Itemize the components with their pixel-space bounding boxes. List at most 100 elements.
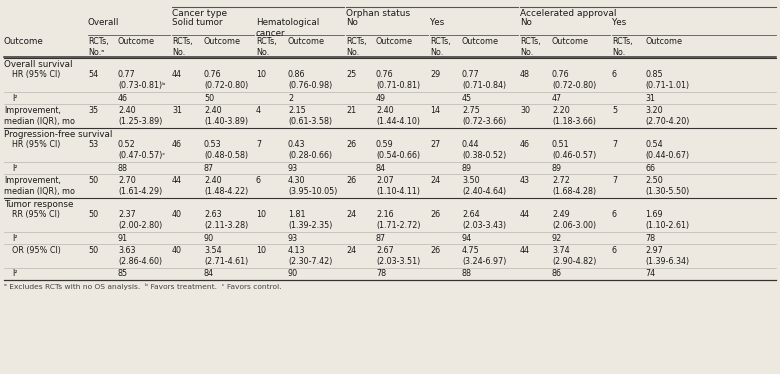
Text: 10: 10 [256,245,266,254]
Text: 7: 7 [612,140,617,148]
Text: RCTs,
No.: RCTs, No. [346,37,367,57]
Text: I²: I² [12,270,17,279]
Text: 7: 7 [256,140,261,148]
Text: 44: 44 [172,175,182,184]
Text: 91: 91 [118,233,128,242]
Text: 2.20
(1.18-3.66): 2.20 (1.18-3.66) [552,105,596,126]
Text: 94: 94 [462,233,472,242]
Text: Orphan status: Orphan status [346,9,410,18]
Text: RCTs,
No.: RCTs, No. [520,37,541,57]
Text: 0.85
(0.71-1.01): 0.85 (0.71-1.01) [645,70,689,90]
Text: 50: 50 [88,209,98,218]
Text: 86: 86 [552,270,562,279]
Text: 2.07
(1.10-4.11): 2.07 (1.10-4.11) [376,175,420,196]
Text: Cancer type: Cancer type [172,9,227,18]
Text: 1.69
(1.10-2.61): 1.69 (1.10-2.61) [645,209,689,230]
Text: RCTs,
No.: RCTs, No. [612,37,633,57]
Text: 26: 26 [346,140,356,148]
Text: 50: 50 [88,175,98,184]
Text: 5: 5 [612,105,617,114]
Text: 89: 89 [552,163,562,172]
Text: RCTs,
No.ᵃ: RCTs, No.ᵃ [88,37,108,57]
Text: 78: 78 [645,233,655,242]
Text: 0.59
(0.54-0.66): 0.59 (0.54-0.66) [376,140,420,160]
Text: 4.30
(3.95-10.05): 4.30 (3.95-10.05) [288,175,338,196]
Text: Solid tumor: Solid tumor [172,18,222,27]
Text: 6: 6 [612,245,617,254]
Text: 2.63
(2.11-3.28): 2.63 (2.11-3.28) [204,209,248,230]
Text: 90: 90 [204,233,215,242]
Text: 84: 84 [376,163,386,172]
Text: 2.67
(2.03-3.51): 2.67 (2.03-3.51) [376,245,420,266]
Text: 0.54
(0.44-0.67): 0.54 (0.44-0.67) [645,140,689,160]
Text: 88: 88 [462,270,472,279]
Text: 87: 87 [204,163,215,172]
Text: 2.75
(0.72-3.66): 2.75 (0.72-3.66) [462,105,506,126]
Text: Hematological
cancer: Hematological cancer [256,18,319,38]
Text: Improvement,
median (IQR), mo: Improvement, median (IQR), mo [4,105,75,126]
Text: 2.97
(1.39-6.34): 2.97 (1.39-6.34) [645,245,689,266]
Text: 25: 25 [346,70,356,79]
Text: 31: 31 [645,94,655,102]
Text: 0.77
(0.71-0.84): 0.77 (0.71-0.84) [462,70,506,90]
Text: Outcome: Outcome [462,37,499,46]
Text: 87: 87 [376,233,386,242]
Text: 10: 10 [256,209,266,218]
Text: 3.20
(2.70-4.20): 3.20 (2.70-4.20) [645,105,690,126]
Text: Outcome: Outcome [376,37,413,46]
Text: Outcome: Outcome [118,37,155,46]
Text: 27: 27 [430,140,440,148]
Text: 3.74
(2.90-4.82): 3.74 (2.90-4.82) [552,245,597,266]
Text: 0.52
(0.47-0.57)ᶜ: 0.52 (0.47-0.57)ᶜ [118,140,165,160]
Text: 31: 31 [172,105,182,114]
Text: 85: 85 [118,270,128,279]
Text: 21: 21 [346,105,356,114]
Text: 0.76
(0.71-0.81): 0.76 (0.71-0.81) [376,70,420,90]
Text: 92: 92 [552,233,562,242]
Text: 24: 24 [346,209,356,218]
Text: 4: 4 [256,105,261,114]
Text: 0.51
(0.46-0.57): 0.51 (0.46-0.57) [552,140,596,160]
Text: 26: 26 [430,209,440,218]
Text: Overall survival: Overall survival [4,59,73,68]
Text: 43: 43 [520,175,530,184]
Text: 54: 54 [88,70,98,79]
Text: Outcome: Outcome [204,37,241,46]
Text: 44: 44 [520,245,530,254]
Text: 88: 88 [118,163,128,172]
Text: 2.16
(1.71-2.72): 2.16 (1.71-2.72) [376,209,420,230]
Text: 44: 44 [520,209,530,218]
Text: 46: 46 [172,140,182,148]
Text: 40: 40 [172,245,182,254]
Text: I²: I² [12,163,17,172]
Text: 0.53
(0.48-0.58): 0.53 (0.48-0.58) [204,140,248,160]
Text: 14: 14 [430,105,440,114]
Text: 66: 66 [645,163,655,172]
Text: 0.76
(0.72-0.80): 0.76 (0.72-0.80) [552,70,596,90]
Text: 29: 29 [430,70,440,79]
Text: 6: 6 [612,70,617,79]
Text: ᵃ Excludes RCTs with no OS analysis.  ᵇ Favors treatment.  ᶜ Favors control.: ᵃ Excludes RCTs with no OS analysis. ᵇ F… [4,283,282,290]
Text: Progression-free survival: Progression-free survival [4,129,112,138]
Text: Tumor response: Tumor response [4,199,73,208]
Text: 2.64
(2.03-3.43): 2.64 (2.03-3.43) [462,209,506,230]
Text: 24: 24 [346,245,356,254]
Text: 2.49
(2.06-3.00): 2.49 (2.06-3.00) [552,209,596,230]
Text: 26: 26 [430,245,440,254]
Text: 2.70
(1.61-4.29): 2.70 (1.61-4.29) [118,175,162,196]
Text: 26: 26 [346,175,356,184]
Text: HR (95% CI): HR (95% CI) [12,140,60,148]
Text: 2.72
(1.68-4.28): 2.72 (1.68-4.28) [552,175,596,196]
Text: RCTs,
No.: RCTs, No. [256,37,277,57]
Text: 2.40
(1.48-4.22): 2.40 (1.48-4.22) [204,175,248,196]
Text: 1.81
(1.39-2.35): 1.81 (1.39-2.35) [288,209,332,230]
Text: 2.15
(0.61-3.58): 2.15 (0.61-3.58) [288,105,332,126]
Text: No: No [346,18,358,27]
Text: 0.76
(0.72-0.80): 0.76 (0.72-0.80) [204,70,248,90]
Text: 2.40
(1.40-3.89): 2.40 (1.40-3.89) [204,105,248,126]
Text: 3.63
(2.86-4.60): 3.63 (2.86-4.60) [118,245,162,266]
Text: Outcome: Outcome [645,37,682,46]
Text: 2.40
(1.25-3.89): 2.40 (1.25-3.89) [118,105,162,126]
Text: 2.50
(1.30-5.50): 2.50 (1.30-5.50) [645,175,690,196]
Text: 6: 6 [256,175,261,184]
